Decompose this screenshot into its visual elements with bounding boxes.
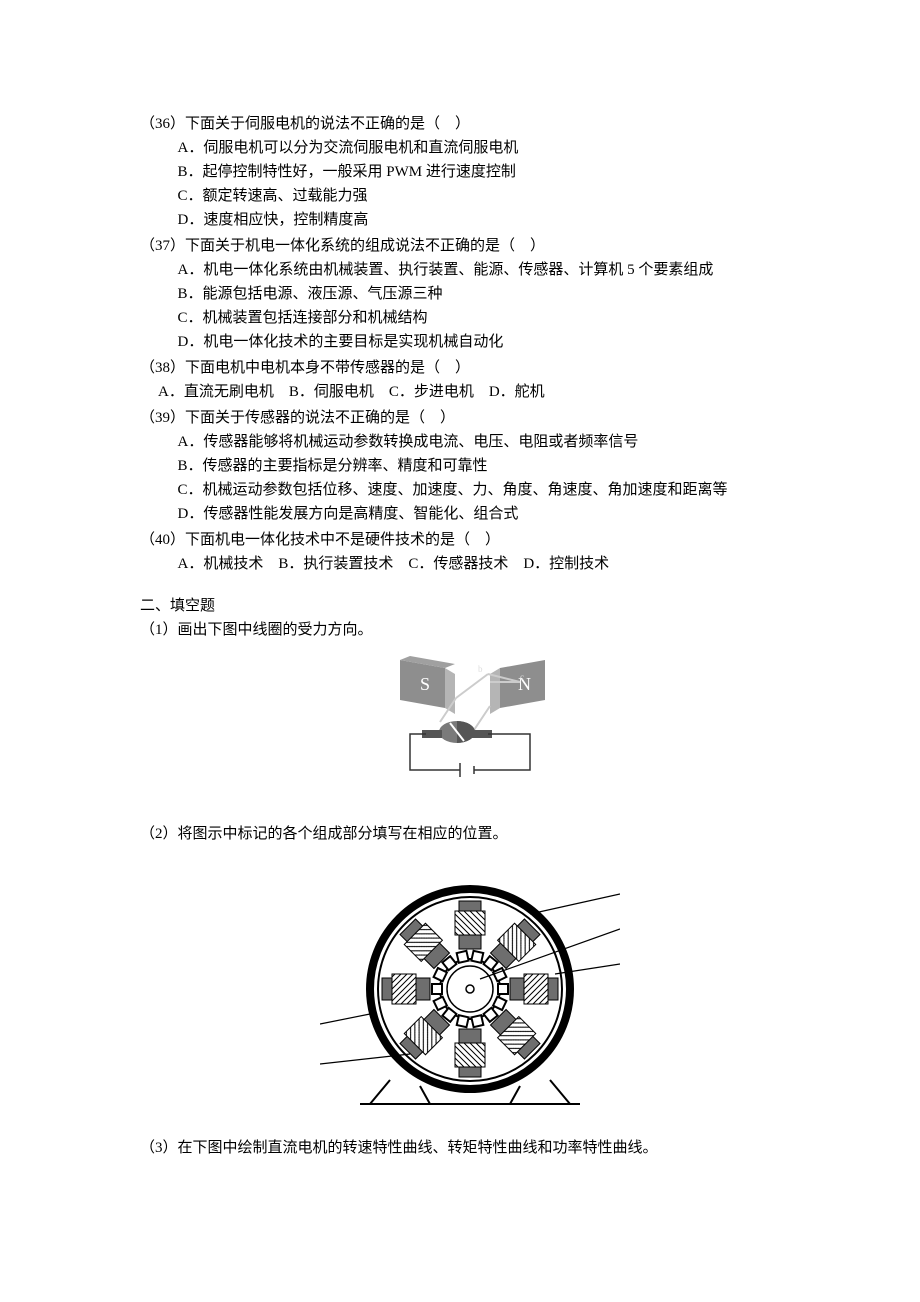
q36-options: A．伺服电机可以分为交流伺服电机和直流伺服电机 B．起停控制特性好，一般采用 P… xyxy=(140,136,800,232)
magnet-s-label: S xyxy=(420,674,430,694)
commutator xyxy=(439,721,475,743)
q40-options: A．机械技术 B．执行装置技术 C．传感器技术 D．控制技术 xyxy=(140,552,800,576)
question-40: （40）下面机电一体化技术中不是硬件技术的是（ ） A．机械技术 B．执行装置技… xyxy=(140,528,800,576)
q37-option-a: A．机电一体化系统由机械装置、执行装置、能源、传感器、计算机 5 个要素组成 xyxy=(178,258,801,282)
figure-1-dc-motor-principle: S N b c xyxy=(370,650,570,800)
q40-options-inline: A．机械技术 B．执行装置技术 C．传感器技术 D．控制技术 xyxy=(178,552,801,576)
q37-option-d: D．机电一体化技术的主要目标是实现机械自动化 xyxy=(178,330,801,354)
q37-option-c: C．机械装置包括连接部分和机械结构 xyxy=(178,306,801,330)
q36-option-b: B．起停控制特性好，一般采用 PWM 进行速度控制 xyxy=(178,160,801,184)
magnet-north: N xyxy=(490,660,545,714)
page: （36）下面关于伺服电机的说法不正确的是（ ） A．伺服电机可以分为交流伺服电机… xyxy=(0,0,920,1302)
q36-option-d: D．速度相应快，控制精度高 xyxy=(178,208,801,232)
q39-option-c: C．机械运动参数包括位移、速度、加速度、力、角度、角速度、角加速度和距离等 xyxy=(178,478,801,502)
q39-option-d: D．传感器性能发展方向是高精度、智能化、组合式 xyxy=(178,502,801,526)
q36-option-c: C．额定转速高、过载能力强 xyxy=(178,184,801,208)
section-2-title: 二、填空题 xyxy=(140,594,800,618)
fill-blank-2-prompt: （2）将图示中标记的各个组成部分填写在相应的位置。 xyxy=(140,822,800,846)
q37-options: A．机电一体化系统由机械装置、执行装置、能源、传感器、计算机 5 个要素组成 B… xyxy=(140,258,800,354)
q36-stem: （36）下面关于伺服电机的说法不正确的是（ ） xyxy=(140,112,800,136)
q38-stem: （38）下面电机中电机本身不带传感器的是（ ） xyxy=(140,356,800,380)
q40-stem: （40）下面机电一体化技术中不是硬件技术的是（ ） xyxy=(140,528,800,552)
magnet-south: S xyxy=(400,656,455,714)
figure-1-wrap: S N b c xyxy=(140,650,800,808)
q38-options: A．直流无刷电机 B．伺服电机 C．步进电机 D．舵机 xyxy=(140,380,800,404)
q39-stem: （39）下面关于传感器的说法不正确的是（ ） xyxy=(140,406,800,430)
question-37: （37）下面关于机电一体化系统的组成说法不正确的是（ ） A．机电一体化系统由机… xyxy=(140,234,800,354)
question-39: （39）下面关于传感器的说法不正确的是（ ） A．传感器能够将机械运动参数转换成… xyxy=(140,406,800,526)
q37-option-b: B．能源包括电源、液压源、气压源三种 xyxy=(178,282,801,306)
question-38: （38）下面电机中电机本身不带传感器的是（ ） A．直流无刷电机 B．伺服电机 … xyxy=(140,356,800,404)
question-36: （36）下面关于伺服电机的说法不正确的是（ ） A．伺服电机可以分为交流伺服电机… xyxy=(140,112,800,232)
coil-point-c: c xyxy=(520,672,524,682)
rotor-gear xyxy=(432,951,508,1027)
figure-2-stepper-motor-cross-section xyxy=(320,854,620,1114)
external-circuit xyxy=(410,734,530,777)
fill-blank-1-prompt: （1）画出下图中线圈的受力方向。 xyxy=(140,618,800,642)
coil-point-b: b xyxy=(478,664,483,674)
q39-option-b: B．传感器的主要指标是分辨率、精度和可靠性 xyxy=(178,454,801,478)
q37-stem: （37）下面关于机电一体化系统的组成说法不正确的是（ ） xyxy=(140,234,800,258)
figure-2-wrap xyxy=(140,854,800,1122)
q39-options: A．传感器能够将机械运动参数转换成电流、电压、电阻或者频率信号 B．传感器的主要… xyxy=(140,430,800,526)
q39-option-a: A．传感器能够将机械运动参数转换成电流、电压、电阻或者频率信号 xyxy=(178,430,801,454)
fill-blank-3-prompt: （3）在下图中绘制直流电机的转速特性曲线、转矩特性曲线和功率特性曲线。 xyxy=(140,1136,800,1160)
q36-option-a: A．伺服电机可以分为交流伺服电机和直流伺服电机 xyxy=(178,136,801,160)
